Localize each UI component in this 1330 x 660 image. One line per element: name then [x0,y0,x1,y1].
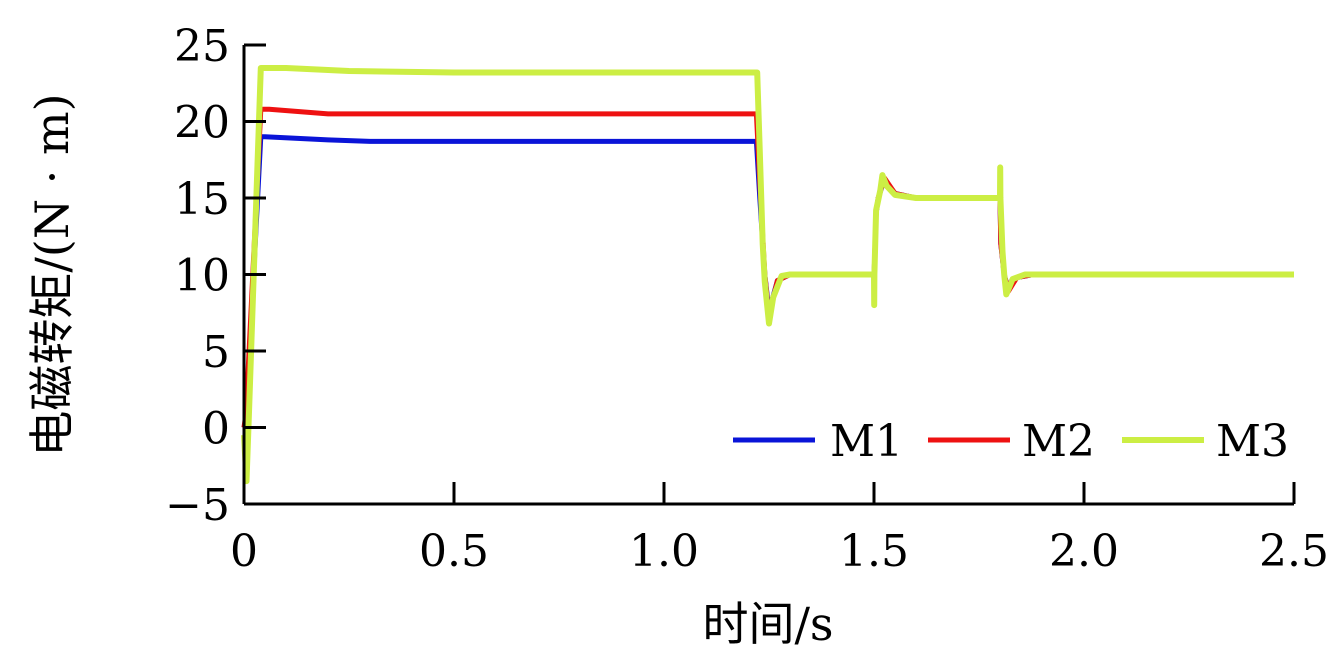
y-tick-label: 10 [174,251,230,302]
y-tick-label: 15 [174,174,230,225]
y-tick-label: 25 [174,21,230,72]
series-line-m2 [241,106,1294,428]
series-layer [241,65,1294,485]
legend-label-m2: M2 [1022,416,1095,467]
y-tick-label: 20 [174,98,230,149]
legend-label-m1: M1 [830,416,903,467]
series-line-m1 [241,134,1294,429]
y-tick-label: 0 [202,404,230,455]
legend-label-m3: M3 [1216,416,1289,467]
y-tick-label: −5 [165,480,230,531]
x-axis-title: 时间/s [702,597,833,651]
x-tick-label: 2.5 [1259,526,1329,577]
y-tick-label: 5 [202,327,230,378]
x-tick-label: 1.5 [839,526,909,577]
x-tick-label: 0 [230,526,258,577]
x-tick-label: 1.0 [629,526,699,577]
x-tick-label: 2.0 [1049,526,1119,577]
legend: M1 M2 M3 [733,416,1289,467]
x-tick-label: 0.5 [419,526,489,577]
series-line-m3 [241,65,1294,485]
y-axis-title: 电磁转矩/(N · m) [25,93,79,456]
